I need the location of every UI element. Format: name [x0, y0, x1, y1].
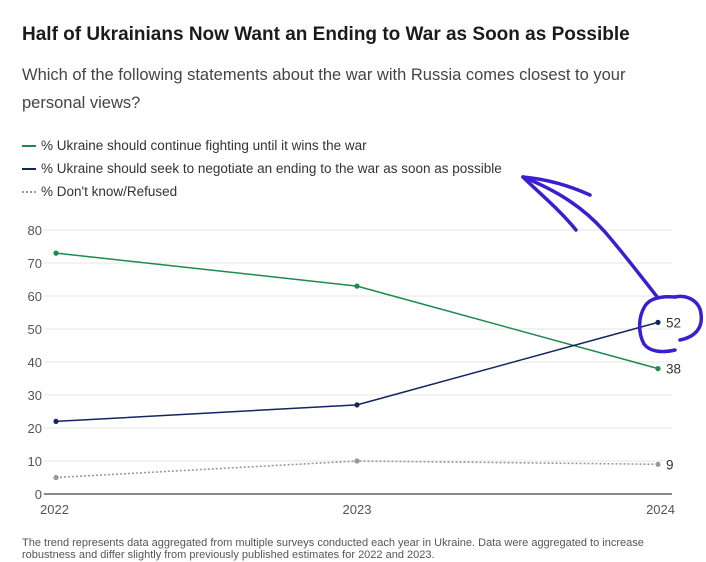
x-tick-label: 2022: [40, 502, 69, 517]
x-tick-label: 2024: [646, 502, 675, 517]
y-tick-label: 20: [28, 421, 42, 436]
series-2-point-1: [354, 458, 359, 463]
y-axis-ticks: 0 10 20 30 40 50 60 70 80: [28, 223, 42, 502]
series-line-0: [56, 253, 658, 369]
series-0-point-2: [655, 366, 660, 371]
y-tick-label: 60: [28, 289, 42, 304]
series-2-point-2: [655, 462, 660, 467]
series-1-point-1: [354, 402, 359, 407]
y-tick-label: 0: [35, 487, 42, 502]
x-axis-ticks: 2022 2023 2024: [40, 502, 675, 517]
y-tick-label: 80: [28, 223, 42, 238]
series-0-end-label: 38: [666, 362, 681, 377]
y-tick-label: 50: [28, 322, 42, 337]
y-tick-label: 10: [28, 454, 42, 469]
chart-footnote: The trend represents data aggregated fro…: [22, 537, 692, 561]
series-0-point-1: [354, 284, 359, 289]
y-tick-label: 70: [28, 256, 42, 271]
series-2-point-0: [53, 475, 58, 480]
line-chart: 0 10 20 30 40 50 60 70 80 2022 2023 2024 38 52 9: [0, 0, 706, 532]
series-1-point-2: [655, 320, 660, 325]
y-tick-label: 40: [28, 355, 42, 370]
y-tick-label: 30: [28, 388, 42, 403]
chart-series: 38 52 9: [53, 251, 681, 481]
series-1-point-0: [53, 419, 58, 424]
x-tick-label: 2023: [343, 502, 372, 517]
series-0-point-0: [53, 251, 58, 256]
series-1-end-label: 52: [666, 315, 681, 330]
grid-lines: [44, 230, 672, 494]
series-2-end-label: 9: [666, 457, 674, 472]
